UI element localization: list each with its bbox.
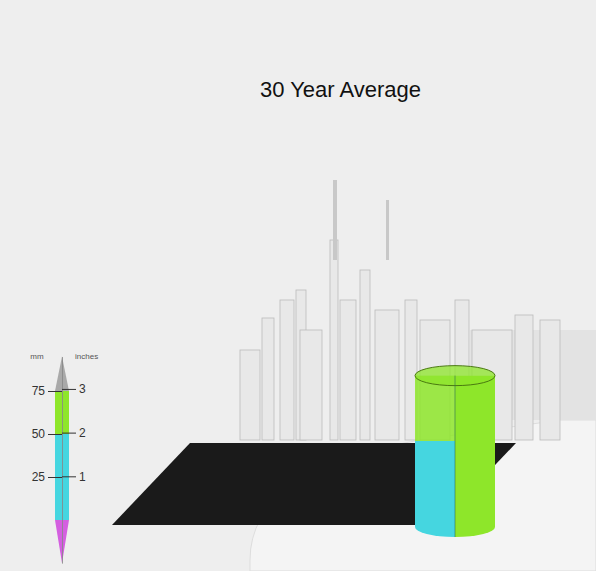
tick-label: 3 [79,382,86,396]
tick-label: 1 [79,470,86,484]
bar-side [415,441,455,537]
tick-mark [48,434,62,435]
tick-mark [62,476,76,477]
plot-area [415,366,495,537]
color-band [55,357,69,391]
tick-mark [62,389,76,390]
y-axis: 25 50 75 [32,357,63,563]
tick: 1 [62,470,86,484]
background [0,0,596,571]
tick-mark [48,391,62,392]
tick-label: 2 [79,426,86,440]
tick-mark [48,477,62,478]
color-band [55,520,69,563]
axis-title: mm [30,352,44,361]
bar-side [455,376,495,537]
axis-line [62,357,63,563]
tick-label: 25 [32,470,46,484]
tick: 75 [32,384,62,398]
bar [415,366,495,537]
tick-label: 75 [32,384,46,398]
y2-axis: 1 2 3 [62,357,86,563]
tick: 3 [62,382,86,396]
axis-title: inches [75,352,98,361]
tick: 2 [62,426,86,440]
tick-mark [62,433,76,434]
color-band [55,391,69,434]
color-bar [55,357,69,563]
tick: 25 [32,470,62,484]
tick-label: 50 [32,427,46,441]
axis-line [62,357,63,563]
bar-edge [455,376,456,537]
title: 30 Year Average [260,77,421,102]
tick: 50 [32,427,62,441]
